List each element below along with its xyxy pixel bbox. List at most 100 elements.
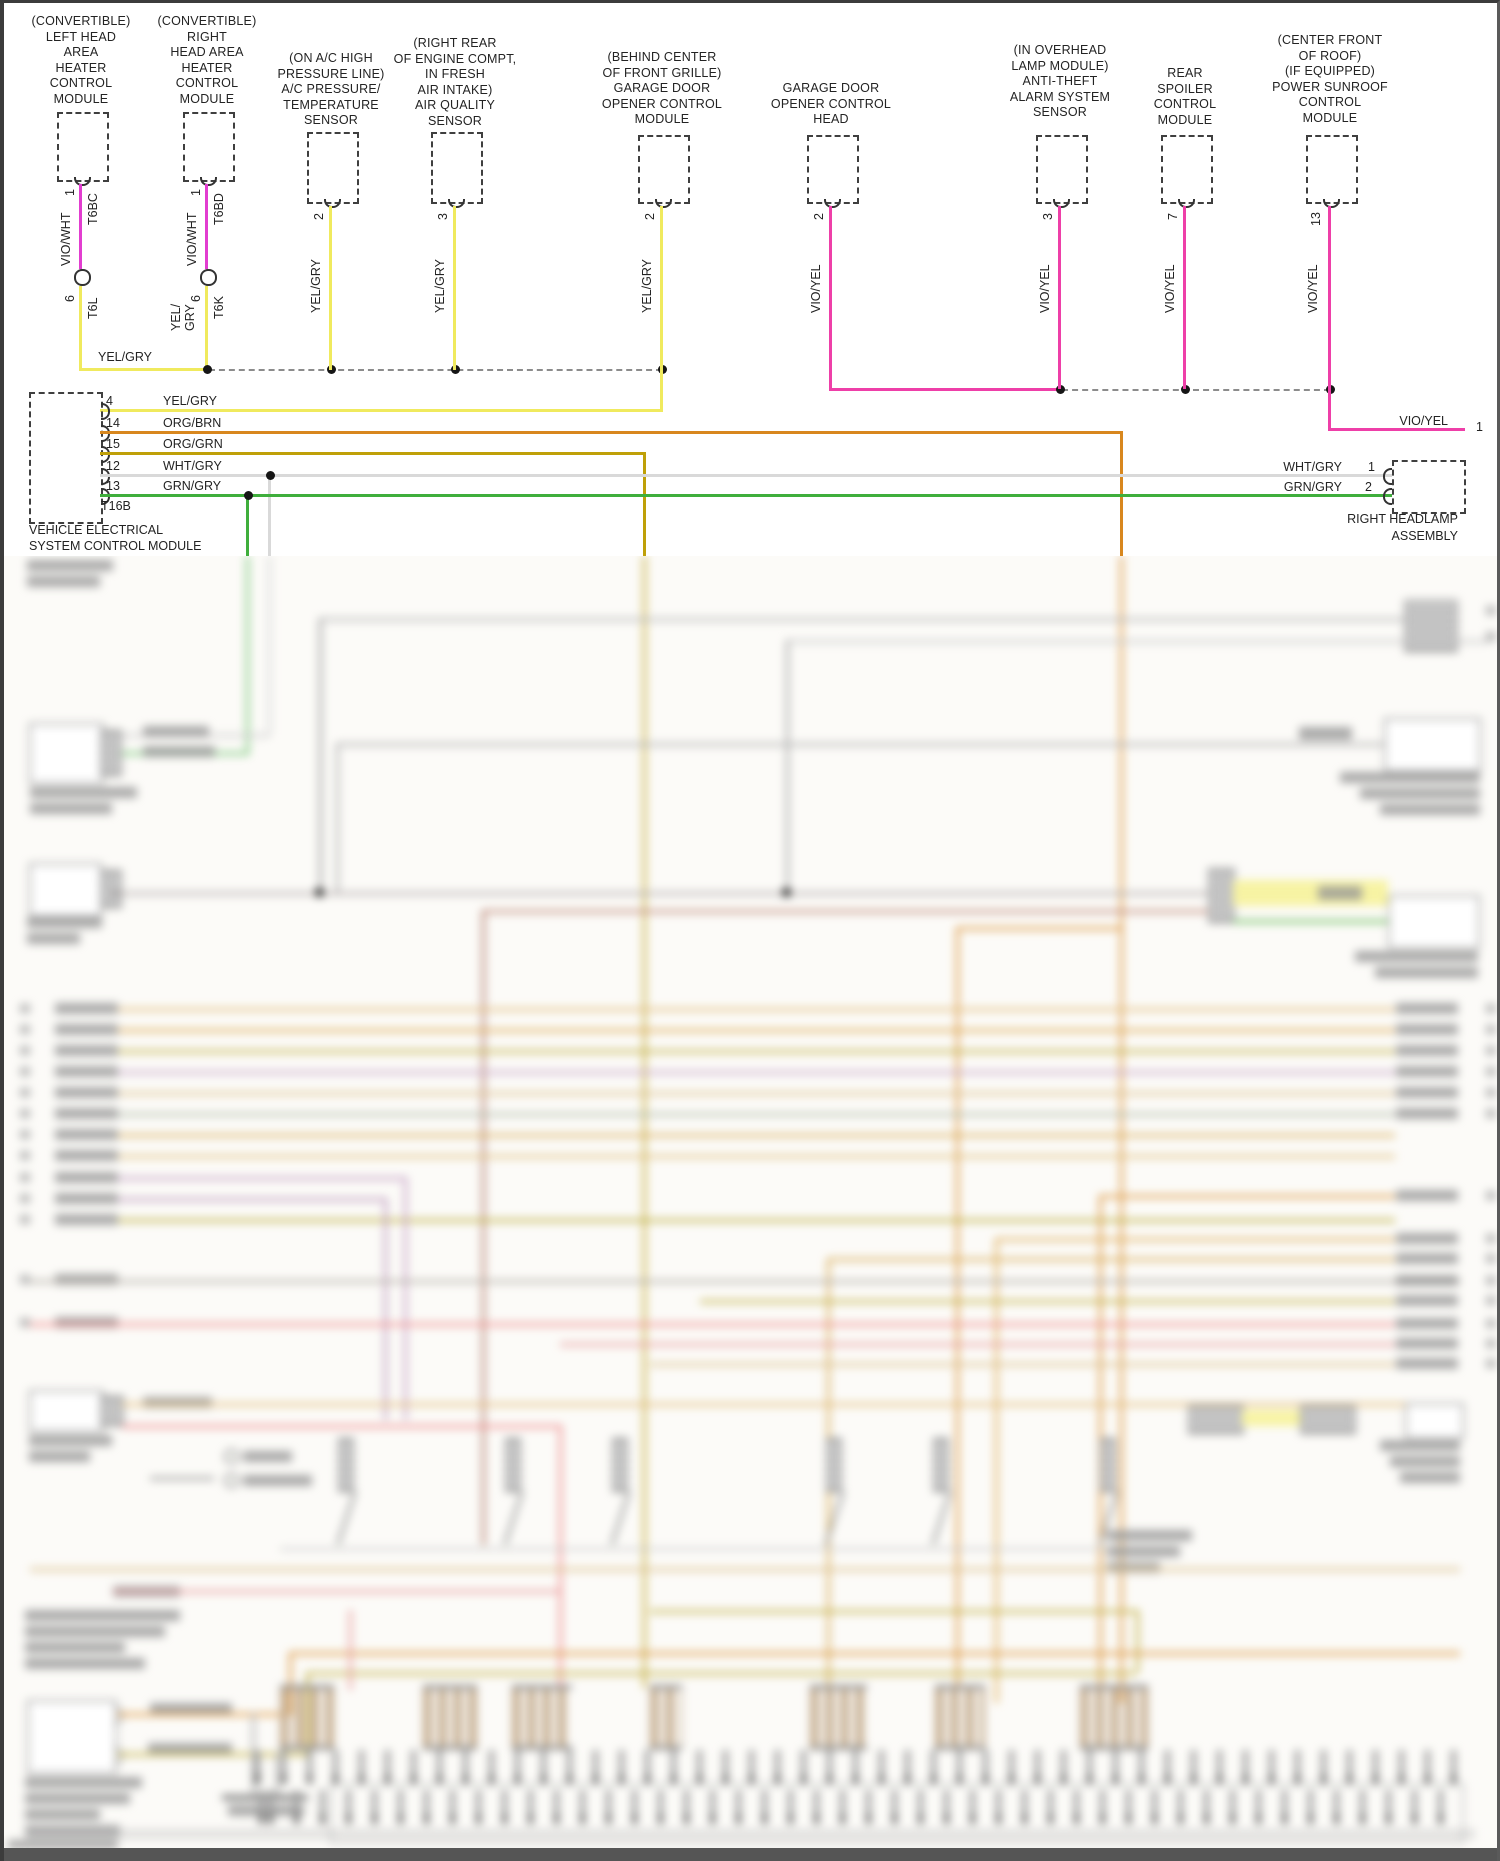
module-box bbox=[1306, 135, 1358, 204]
blurred-wire bbox=[268, 556, 271, 735]
blurred-label bbox=[25, 1809, 100, 1820]
blurred-pin-row bbox=[255, 1774, 1460, 1784]
blurred-wire bbox=[995, 1238, 998, 1703]
blurred-wire bbox=[336, 743, 1384, 746]
blurred-wire bbox=[118, 1008, 1395, 1011]
module-box bbox=[638, 135, 690, 204]
right-headlamp-box bbox=[1392, 460, 1466, 514]
blurred-pin bbox=[1486, 1067, 1496, 1076]
blurred-wire bbox=[404, 1177, 407, 1420]
blurred-wire bbox=[1120, 556, 1123, 1703]
blurred-junction bbox=[782, 888, 791, 897]
wire-yel-gry bbox=[329, 206, 332, 370]
connector-arc-icon bbox=[1323, 199, 1340, 208]
blurred-wire bbox=[118, 1113, 1395, 1116]
pin-number: 2 bbox=[312, 213, 326, 220]
module-box bbox=[57, 112, 109, 182]
wire-label: YEL/GRY bbox=[640, 259, 654, 313]
blurred-connector bbox=[100, 730, 122, 776]
blurred-pin bbox=[20, 1194, 30, 1203]
blurred-label bbox=[1396, 1045, 1458, 1056]
blurred-wire bbox=[956, 927, 959, 1710]
module-label: (IN OVERHEAD LAMP MODULE) ANTI-THEFT ALARM … bbox=[1009, 43, 1111, 119]
blurred-pin bbox=[1486, 1234, 1496, 1243]
wire-label: VIO/YEL bbox=[1038, 264, 1052, 313]
wire-grn-gry bbox=[100, 494, 1392, 497]
module-label: (RIGHT REAR OF ENGINE COMPT, IN FRESH AIR I… bbox=[393, 36, 517, 128]
blurred-label bbox=[1396, 1275, 1458, 1286]
blurred-label bbox=[55, 1129, 118, 1140]
blurred-label bbox=[55, 1274, 118, 1285]
blurred-label bbox=[1355, 951, 1478, 962]
blurred-wire bbox=[122, 1403, 1405, 1406]
blurred-label bbox=[1396, 1233, 1458, 1244]
blurred-label bbox=[1390, 1456, 1460, 1467]
legend-symbol-icon bbox=[224, 1473, 239, 1488]
blurred-label bbox=[25, 1777, 142, 1788]
blurred-wire bbox=[118, 1029, 1395, 1032]
connector-arc-icon bbox=[200, 277, 217, 286]
blurred-pin bbox=[20, 1215, 30, 1224]
connector-arc-icon bbox=[74, 277, 91, 286]
blurred-connector bbox=[1208, 868, 1235, 923]
wire-label: VIO/WHT bbox=[185, 212, 199, 266]
blurred-label bbox=[27, 560, 113, 571]
blurred-label bbox=[1360, 788, 1480, 799]
wire-org-grn bbox=[643, 452, 646, 558]
blurred-wire bbox=[246, 556, 249, 755]
blurred-pin bbox=[1486, 632, 1496, 641]
wire-wht-gry bbox=[268, 474, 271, 558]
blurred-label bbox=[1396, 1318, 1458, 1329]
blurred-wire bbox=[336, 743, 339, 892]
blurred-label bbox=[55, 1003, 118, 1014]
blurred-pin bbox=[20, 1046, 30, 1055]
blurred-connector-bank bbox=[280, 1685, 334, 1750]
blurred-label bbox=[1396, 1108, 1458, 1119]
pin-number: 1 bbox=[1368, 460, 1375, 474]
blurred-label bbox=[55, 1214, 118, 1225]
blurred-label bbox=[55, 1066, 118, 1077]
blurred-wire bbox=[113, 1590, 560, 1593]
blurred-wire bbox=[1233, 920, 1388, 923]
blurred-highlight bbox=[1233, 880, 1388, 906]
blurred-switch bbox=[826, 1438, 842, 1492]
blurred-pin bbox=[20, 1275, 30, 1284]
connector-id: T16B bbox=[101, 499, 131, 513]
blurred-label bbox=[55, 1087, 118, 1098]
connector-arc-icon bbox=[824, 199, 841, 208]
connector-id: T6K bbox=[212, 296, 226, 319]
wire-vio-yel bbox=[1058, 206, 1061, 389]
pin-number: 7 bbox=[1166, 213, 1180, 220]
blurred-pin bbox=[1486, 1046, 1496, 1055]
wire-org-grn bbox=[100, 452, 646, 455]
wire-vio-wht bbox=[205, 184, 208, 269]
bus-dashed bbox=[1062, 389, 1330, 391]
blurred-wire bbox=[319, 618, 1404, 621]
pin-number: 6 bbox=[63, 295, 77, 302]
blurred-switch-arm bbox=[931, 1490, 952, 1546]
blurred-label bbox=[29, 1451, 90, 1462]
blurred-wire bbox=[319, 618, 322, 892]
wire-label: YEL/GRY bbox=[433, 259, 447, 313]
blurred-wire bbox=[112, 892, 1208, 895]
blurred-box bbox=[27, 1700, 117, 1774]
module-label: GARAGE DOOR OPENER CONTROL HEAD bbox=[770, 81, 892, 126]
blurred-wire bbox=[118, 1753, 309, 1756]
bus-dashed bbox=[209, 369, 662, 371]
blurred-line bbox=[280, 1548, 1107, 1550]
wire-vio-yel bbox=[1328, 206, 1331, 431]
wire-label: YEL/GRY bbox=[163, 394, 217, 408]
blurred-connector bbox=[1404, 600, 1458, 652]
blurred-pin bbox=[1486, 1276, 1496, 1285]
blurred-label bbox=[30, 787, 137, 798]
blurred-wire bbox=[118, 1177, 407, 1180]
blurred-wire bbox=[827, 1258, 1395, 1261]
wire-wht-gry bbox=[100, 474, 1392, 477]
pin-number: 15 bbox=[106, 437, 120, 451]
blurred-wire bbox=[118, 1713, 292, 1716]
pin-number: 12 bbox=[106, 459, 120, 473]
blurred-label bbox=[143, 726, 209, 737]
module-name: SYSTEM CONTROL MODULE bbox=[29, 539, 202, 553]
connector-arc-icon bbox=[101, 403, 110, 420]
